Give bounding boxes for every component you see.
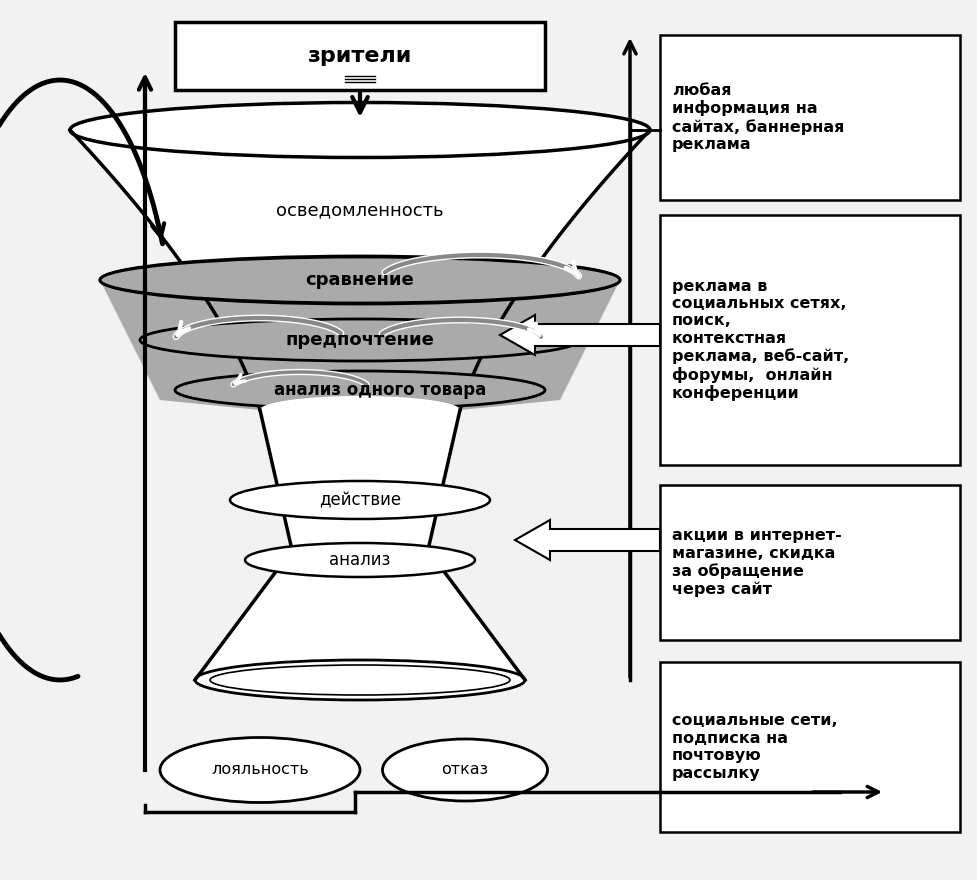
Polygon shape <box>260 410 459 550</box>
Bar <box>659 485 959 640</box>
Bar <box>659 35 959 200</box>
Ellipse shape <box>100 256 619 304</box>
Ellipse shape <box>382 739 547 801</box>
Ellipse shape <box>160 737 360 803</box>
Bar <box>659 215 959 465</box>
Text: любая
информация на
сайтах, баннерная
реклама: любая информация на сайтах, баннерная ре… <box>671 83 843 152</box>
Text: анализ одного товара: анализ одного товара <box>274 381 486 399</box>
Ellipse shape <box>175 371 544 409</box>
Ellipse shape <box>245 543 475 577</box>
Text: отказ: отказ <box>441 762 488 778</box>
FancyArrow shape <box>499 315 659 355</box>
Ellipse shape <box>260 396 459 424</box>
Ellipse shape <box>140 319 579 361</box>
Polygon shape <box>70 130 650 410</box>
Ellipse shape <box>100 257 619 303</box>
Text: зрители: зрители <box>308 46 411 66</box>
Text: лояльность: лояльность <box>211 762 309 778</box>
Bar <box>175 22 544 90</box>
Text: осведомленность: осведомленность <box>276 201 444 219</box>
Text: социальные сети,
подписка на
почтовую
рассылку: социальные сети, подписка на почтовую ра… <box>671 714 836 781</box>
FancyArrow shape <box>515 520 659 560</box>
Bar <box>659 662 959 832</box>
Text: сравнение: сравнение <box>306 271 414 289</box>
Polygon shape <box>194 550 525 680</box>
Ellipse shape <box>230 481 489 519</box>
Polygon shape <box>100 280 619 410</box>
Ellipse shape <box>70 102 650 158</box>
Text: предпочтение: предпочтение <box>285 331 434 349</box>
Text: акции в интернет-
магазине, скидка
за обращение
через сайт: акции в интернет- магазине, скидка за об… <box>671 528 841 597</box>
Text: действие: действие <box>319 491 401 509</box>
Text: анализ: анализ <box>329 551 390 569</box>
Ellipse shape <box>194 660 525 700</box>
Text: реклама в
социальных сетях,
поиск,
контекстная
реклама, веб-сайт,
форумы,  онлай: реклама в социальных сетях, поиск, конте… <box>671 279 848 401</box>
